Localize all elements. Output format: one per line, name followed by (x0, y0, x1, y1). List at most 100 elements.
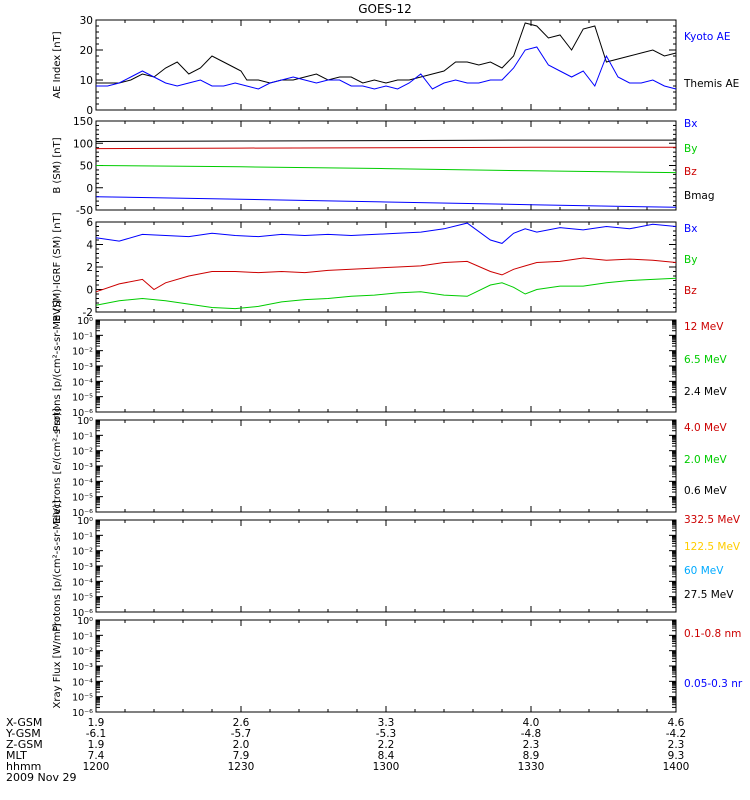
ephemeris-value: 1.9 (88, 739, 105, 751)
y-tick-label: 10⁰ (77, 416, 93, 427)
ephemeris-value: 7.9 (233, 750, 250, 762)
y-tick-label: 10⁻¹ (72, 431, 93, 442)
y-tick-label: 10⁻³ (72, 662, 93, 673)
panel-frame (95, 19, 677, 111)
series-line-bx (95, 196, 677, 208)
panel-frame (95, 619, 677, 713)
legend-entry: By (684, 143, 697, 155)
y-tick-label: 10⁰ (77, 316, 93, 327)
ephemeris-value: 2.3 (668, 739, 685, 751)
ephemeris-label-hhmm: hhmm (6, 760, 42, 773)
series-line-bmag (95, 139, 676, 142)
y-tick-label: 10⁻⁵ (72, 693, 93, 704)
ephemeris-value: 1300 (373, 761, 400, 773)
panel-frame (95, 519, 677, 613)
ephemeris-value: -4.8 (521, 728, 542, 740)
ephemeris-label-y-gsm: Y-GSM (6, 727, 41, 740)
date-label: 2009 Nov 29 (6, 771, 77, 784)
ephemeris-value: 2.0 (233, 739, 250, 751)
series-line-bz (95, 257, 677, 293)
y-axis-label: B (SM) [nT] (52, 137, 63, 193)
y-axis-label: Xray Flux [W/m²] (52, 623, 63, 708)
y-tick-label: 100 (73, 138, 93, 150)
ephemeris-value: 8.9 (523, 750, 540, 762)
y-axis-label: Electrons [e/(cm²-s-sr)] (52, 408, 63, 524)
legend-entry: 4.0 MeV (684, 422, 728, 434)
y-tick-label: 10 (80, 75, 93, 87)
legend-entry: 27.5 MeV (684, 589, 734, 601)
legend-entry: 332.5 MeV (684, 514, 741, 526)
legend-entry: 12 MeV (684, 321, 724, 333)
y-tick-label: 10⁻⁶ (72, 408, 93, 419)
series-line-themis-ae (96, 22, 677, 84)
y-axis-label: Protons [p/(cm²-s-sr-MeV)] (52, 300, 63, 432)
y-tick-label: 10⁻¹ (72, 631, 93, 642)
y-tick-label: 0 (86, 183, 93, 195)
series-line-by (95, 165, 677, 174)
y-axis-label: B (SM)-IGRF (SM) [nT] (52, 212, 63, 321)
y-tick-label: 10⁻⁵ (72, 593, 93, 604)
y-tick-label: 20 (80, 45, 93, 57)
ephemeris-value: 4.6 (668, 717, 685, 729)
ephemeris-value: -5.7 (231, 728, 252, 740)
ephemeris-value: -6.1 (86, 728, 107, 740)
ephemeris-value: 9.3 (668, 750, 685, 762)
y-tick-label: 10⁻⁵ (72, 493, 93, 504)
y-tick-label: 10⁻⁴ (72, 477, 93, 488)
y-tick-label: 10⁻⁴ (72, 677, 93, 688)
y-tick-label: 10⁻⁴ (72, 577, 93, 588)
y-tick-label: -50 (76, 205, 93, 217)
ephemeris-value: 7.4 (88, 750, 105, 762)
y-tick-label: 10⁻⁵ (72, 393, 93, 404)
y-tick-label: 10⁰ (77, 516, 93, 527)
y-tick-label: 30 (80, 15, 93, 27)
y-tick-label: 10⁻³ (72, 562, 93, 573)
panel-frame (95, 120, 677, 211)
legend-entry: 2.0 MeV (684, 454, 728, 466)
y-tick-label: 10⁻⁶ (72, 708, 93, 719)
y-tick-label: 10⁻¹ (72, 531, 93, 542)
ephemeris-value: 2.2 (378, 739, 395, 751)
y-tick-label: 50 (80, 161, 93, 173)
ephemeris-value: 1230 (228, 761, 255, 773)
legend-entry: Bz (684, 166, 697, 178)
y-tick-label: 6 (86, 217, 93, 229)
y-tick-label: 10⁻⁶ (72, 508, 93, 519)
legend-entry: 0.1-0.8 nm (684, 628, 741, 640)
panel-frame (95, 221, 677, 313)
panel-frame (95, 419, 677, 513)
legend-entry: Themis AE (683, 78, 739, 90)
legend-entry: Kyoto AE (684, 31, 730, 43)
legend-entry: 6.5 MeV (684, 354, 728, 366)
y-tick-label: 10⁻² (72, 647, 93, 658)
legend-entry: Bx (684, 223, 697, 235)
series-line-kyoto-ae (96, 46, 677, 90)
legend-entry: Bmag (684, 190, 715, 202)
chart-title: GOES-12 (358, 2, 412, 16)
legend-entry: 122.5 MeV (684, 541, 741, 553)
ephemeris-value: 4.0 (523, 717, 540, 729)
y-tick-label: 10⁻³ (72, 462, 93, 473)
legend-entry: 2.4 MeV (684, 386, 728, 398)
y-axis-label: AE Index [nT] (52, 31, 63, 98)
ephemeris-row-labels: X-GSM Y-GSM Z-GSM MLT hhmm 2009 Nov 29 (6, 717, 76, 783)
ephemeris-label-x-gsm: X-GSM (6, 716, 43, 729)
ephemeris-value: 8.4 (378, 750, 395, 762)
y-tick-label: -2 (83, 307, 93, 319)
y-tick-label: 10⁻² (72, 347, 93, 358)
y-tick-label: 10⁻¹ (72, 331, 93, 342)
y-tick-label: 10⁻² (72, 547, 93, 558)
y-tick-label: 4 (86, 240, 93, 252)
y-tick-label: 10⁻⁶ (72, 608, 93, 619)
y-tick-label: 10⁰ (77, 616, 93, 627)
y-tick-label: 2 (86, 262, 93, 274)
series-line-bz (95, 146, 676, 150)
ephemeris-value: 1400 (663, 761, 690, 773)
legend-entry: 60 MeV (684, 565, 724, 577)
legend-entry: Bz (684, 285, 697, 297)
y-tick-label: 10⁻⁴ (72, 377, 93, 388)
y-axis-label: Protons [p/(cm²-s-sr-MeV)] (52, 500, 63, 632)
y-tick-label: 150 (73, 116, 93, 128)
legend-entry: 0.05-0.3 nr (684, 678, 743, 690)
